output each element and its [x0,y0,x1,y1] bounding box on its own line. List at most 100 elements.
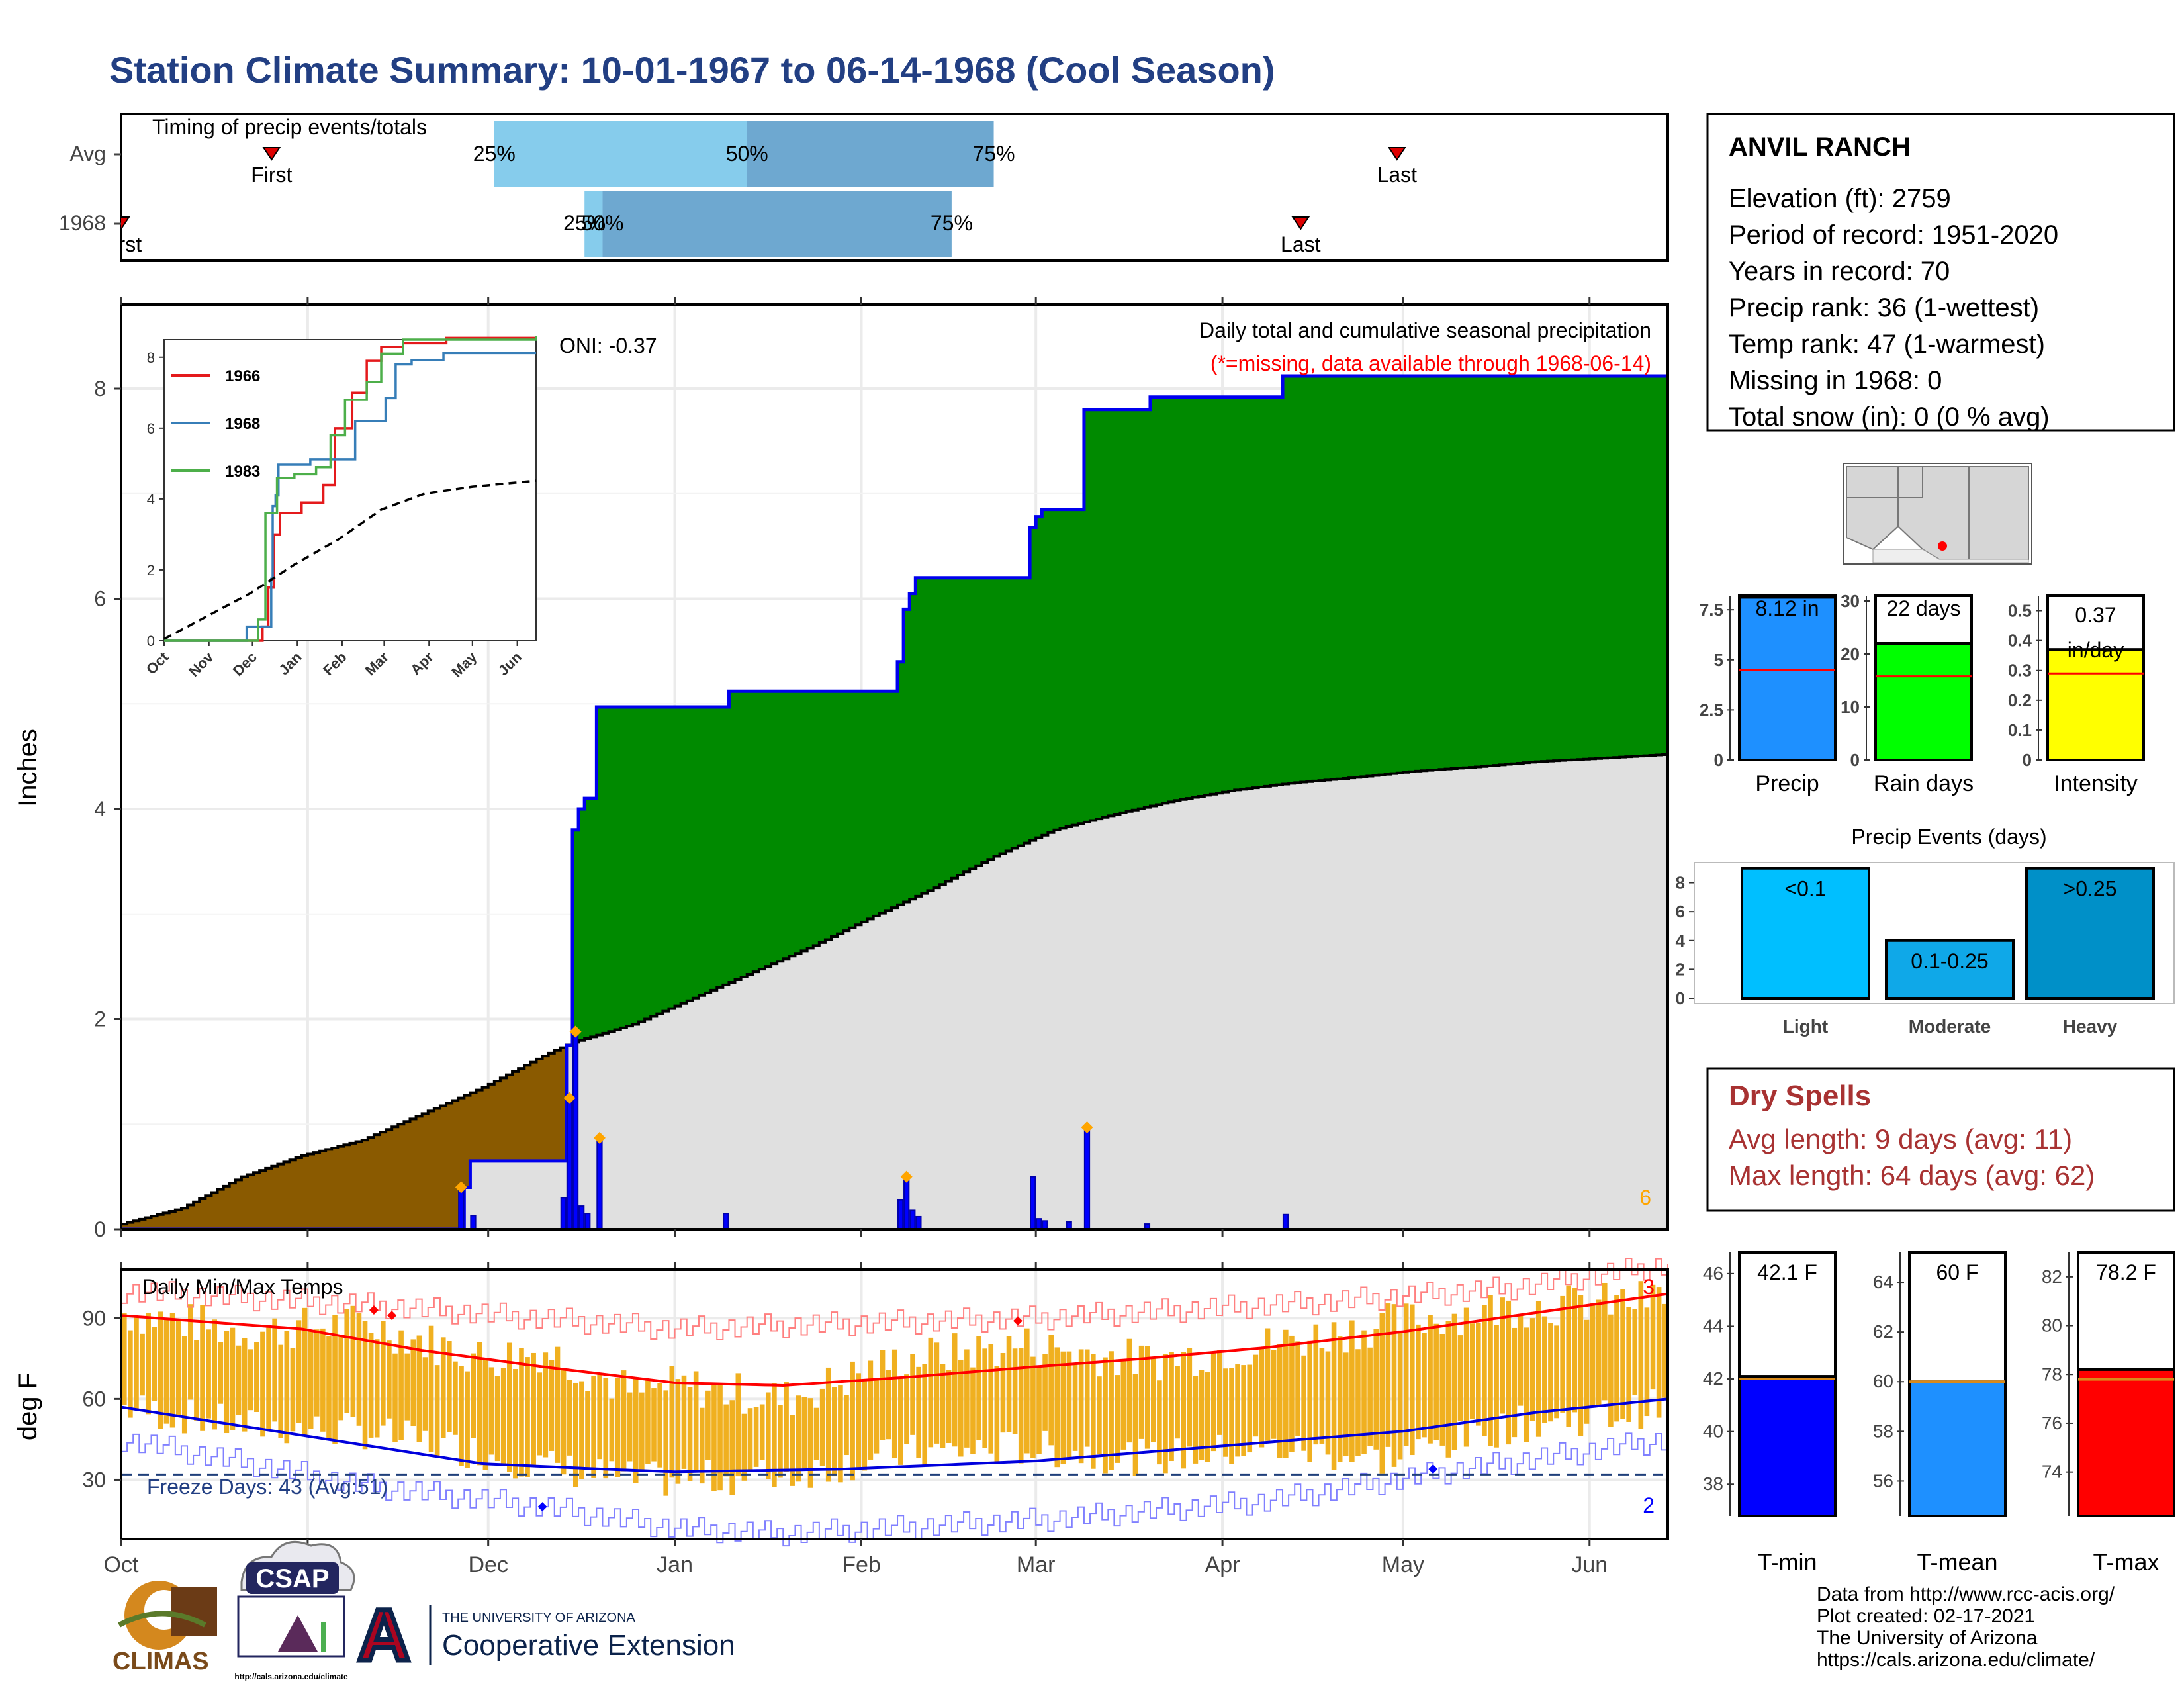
ua-logo-small: THE UNIVERSITY OF ARIZONA [442,1611,636,1625]
credit-line: The University of Arizona [1817,1627,2038,1649]
precip-ylabel: Inches [13,729,42,807]
summary-ytick-label: 0.1 [2008,720,2032,740]
inset-ytick-label: 0 [147,633,155,649]
station-info: ANVIL RANCH Elevation (ft): 2759 Period o… [1706,113,2175,432]
temp-summary-ytick-label: 40 [1703,1421,1723,1442]
temp-summary-ytick-label: 62 [1873,1321,1893,1342]
daily-precip-bar [1083,1127,1091,1230]
events-bar-label: <0.1 [1784,877,1826,901]
daily-precip-bar [566,1097,573,1230]
precip-ytick-label: 0 [94,1217,106,1241]
record-max-marker [369,1305,379,1315]
timing-event-marker [121,216,130,230]
station-name: ANVIL RANCH [1729,132,1911,162]
temp-summary-ytick-label: 42 [1703,1368,1723,1389]
temp-summary-ytick-label: 38 [1703,1474,1723,1494]
avg-min-line [120,1397,1668,1474]
timing-bar-q50-q75 [747,121,994,187]
precip-events-title: Precip Events (days) [1851,825,2046,849]
events-ytick-label: 6 [1676,902,1685,921]
summary-ytick-label: 30 [1841,591,1860,611]
timing-bar-q25-q50 [584,191,603,257]
month-tick-label: Mar [1017,1552,1056,1577]
station-info-line: Elevation (ft): 2759 [1729,184,1951,213]
temp-ytick-label: 90 [82,1306,106,1330]
temp-summary-category: T-mean [1917,1548,1997,1575]
dry-spells-frame [1706,1067,2175,1212]
avg-max-line [120,1292,1668,1387]
daily-precip-bar [560,1197,567,1230]
freeze-days-label: Freeze Days: 43 (Avg:51) [147,1475,388,1499]
temp-summary-ytick-label: 74 [2042,1462,2062,1482]
temp-panel: 306090OctNovDecJanFebMarAprMayJun Daily … [13,1258,1669,1577]
timing-event-marker [1291,216,1310,230]
timing-event-label: First [251,163,292,187]
inset-ytick-label: 8 [147,350,155,366]
station-info-line: Period of record: 1951-2020 [1729,220,2058,250]
month-tick-label: Apr [1205,1552,1240,1577]
inset-series-line [164,336,536,642]
events-category-label: Moderate [1909,1016,1991,1037]
events-bar [1885,939,2015,1000]
temp-summary-bar [1738,1375,1837,1518]
temp-summary-ytick-label: 56 [1873,1470,1893,1491]
precip-panel-frame [120,303,1669,1231]
climas-logo-text: CLIMAS [113,1648,209,1675]
timing-event-label: Last [1281,232,1321,256]
timing-row-axis-label: Avg [69,142,106,165]
inset-series-line [163,479,537,640]
record-min-marker [1428,1464,1438,1474]
events-bar [1741,867,1870,1000]
daily-precip-bar [572,1031,579,1231]
precip-ytick-label: 6 [94,587,106,611]
oni-label: ONI: -0.37 [559,334,657,357]
inset-legend-label: 1968 [225,415,260,433]
precip-event-marker [563,1092,576,1104]
station-info-line: Missing in 1968: 0 [1729,366,1942,395]
summary-bars: 0 2.5 5 7.5 8.12 in Precip 0 10 20 30 22 days Rain … [1700,591,2145,796]
precip-ytick-label: 4 [94,797,106,821]
temp-summary-ytick-label: 60 [1873,1371,1893,1391]
inset-legend-label: 1983 [225,463,260,481]
month-tick-label: Jan [657,1552,693,1577]
timing-event-marker [262,147,281,161]
timing-event-label: Last [1377,163,1418,187]
month-tick-label: Dec [468,1552,508,1577]
events-ytick-label: 2 [1676,959,1685,979]
station-info-line: Years in record: 70 [1729,257,1950,286]
temp-summary: 38 40 42 44 46 42.1 F T-min 56 58 60 62 64 60 F T-mea… [1703,1251,2175,1575]
temp-summary-value: 60 F [1936,1260,1978,1284]
summary-ytick-label: 0 [1714,750,1723,770]
credit-line: https://cals.arizona.edu/climate/ [1817,1649,2095,1671]
avg-cumulative-line [121,753,1669,1226]
precip-label-missing: (*=missing, data available through 1968-… [1210,352,1651,375]
inset-ytick-label: 4 [147,491,155,508]
inset-legend-label: 1966 [225,367,260,385]
timing-quartile-label: 25% [563,211,606,235]
record-max-marker [1013,1316,1023,1326]
summary-bar-value: 8.12 in [1755,596,1819,620]
summary-ytick-label: 20 [1841,644,1860,664]
events-category-label: Heavy [2063,1016,2118,1037]
temp-panel-frame [120,1268,1669,1540]
month-tick-label: Feb [842,1552,881,1577]
timing-bar-q25-q50 [494,121,747,187]
timing-bar-q50-q75 [602,191,952,257]
temp-summary-ytick-label: 82 [2042,1266,2062,1287]
temp-summary-bar [2077,1368,2175,1518]
daily-precip-bar [1030,1176,1036,1230]
record-max-marker [387,1311,397,1321]
record-min-marker [537,1502,547,1512]
daily-precip-bar [1282,1213,1289,1231]
station-info-line: Precip rank: 36 (1-wettest) [1729,293,2039,322]
summary-bar [1874,642,1973,761]
record-min-line [121,1432,1668,1547]
precip-events: Precip Events (days) 0 2 4 6 8 <0.1 Light 0.1-0… [1676,825,2175,1037]
daily-precip-bar [1036,1218,1042,1230]
inset-ytick-label: 2 [147,562,155,579]
daily-precip-bar [458,1186,465,1230]
daily-precip-bar [723,1213,729,1230]
summary-ytick-label: 0.2 [2008,690,2032,710]
summary-ytick-label: 5 [1714,650,1723,670]
temp-ytick-label: 60 [82,1387,106,1411]
